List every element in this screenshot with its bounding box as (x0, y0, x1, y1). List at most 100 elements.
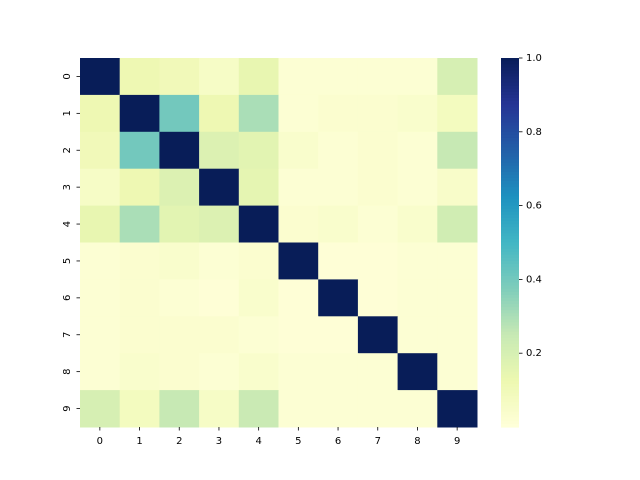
colorbar-tick-label: 0.4 (526, 274, 542, 285)
heatmap-cell-7-7 (357, 316, 399, 354)
colorbar-gradient-segment (501, 73, 519, 78)
heatmap-cell-6-3 (199, 279, 240, 317)
colorbar-gradient-segment (501, 134, 519, 139)
heatmap-cell-7-2 (159, 316, 200, 354)
y-tick-label-6: 6 (62, 295, 73, 301)
colorbar-gradient-segment (501, 220, 519, 225)
colorbar-gradient-segment (501, 267, 519, 271)
x-tick-label-0: 0 (97, 436, 103, 447)
heatmap-cell-3-9 (437, 168, 478, 207)
colorbar-gradient-segment (501, 270, 519, 274)
heatmap-cell-9-5 (278, 390, 319, 428)
colorbar-gradient-segment (501, 359, 519, 364)
colorbar-gradient-segment (501, 156, 519, 161)
colorbar-tick-label: 1.0 (526, 53, 542, 64)
heatmap-cell-1-9 (437, 94, 478, 133)
x-tick-label-5: 5 (295, 436, 301, 447)
colorbar-tick-label: 0.8 (526, 127, 542, 138)
heatmap-cell-8-2 (159, 353, 200, 391)
colorbar-gradient-segment (501, 350, 519, 354)
heatmap-cell-7-4 (238, 316, 279, 354)
colorbar-gradient-segment (501, 264, 519, 268)
colorbar-gradient-segment (501, 205, 519, 210)
heatmap-cell-5-0 (80, 242, 121, 280)
heatmap-cell-0-7 (357, 58, 399, 96)
y-tick-label-5: 5 (62, 258, 73, 264)
colorbar-gradient-segment (501, 343, 519, 348)
colorbar-gradient-segment (501, 322, 519, 327)
colorbar-gradient-segment (501, 297, 519, 302)
colorbar: 1.0 0.8 0.6 0.4 0.2 (501, 53, 542, 428)
heatmap-cell-1-5 (278, 94, 319, 133)
colorbar-gradient-segment (501, 307, 519, 311)
heatmap-cell-0-1 (119, 58, 160, 96)
x-tick-label-1: 1 (136, 436, 142, 447)
heatmap-cell-4-6 (318, 205, 359, 243)
colorbar-gradient-segment (501, 254, 519, 259)
x-tick-label-7: 7 (375, 436, 381, 447)
colorbar-tick-label: 0.6 (526, 201, 542, 212)
heatmap-cell-8-4 (238, 353, 279, 391)
colorbar-gradient-segment (501, 153, 519, 157)
heatmap-cell-1-8 (397, 94, 438, 133)
colorbar-gradient-segment (501, 294, 519, 299)
heatmap-cell-8-5 (278, 353, 319, 391)
colorbar-gradient-segment (501, 224, 519, 228)
colorbar-gradient-segment (501, 104, 519, 108)
colorbar-gradient-segment (501, 174, 519, 179)
colorbar-gradient-segment (501, 119, 519, 124)
colorbar-gradient-segment (501, 67, 519, 71)
colorbar-gradient-segment (501, 319, 519, 324)
x-tick-label-2: 2 (176, 436, 182, 447)
colorbar-gradient-segment (501, 137, 519, 142)
y-tick-label-1: 1 (62, 110, 73, 116)
heatmap-cell-8-3 (199, 353, 240, 391)
colorbar-gradient-segment (501, 233, 519, 237)
colorbar-gradient-segment (501, 64, 519, 68)
heatmap-cell-1-3 (199, 94, 240, 133)
colorbar-gradient-segment (501, 88, 519, 93)
heatmap-cell-7-9 (437, 316, 478, 354)
colorbar-gradient-segment (501, 214, 519, 219)
heatmap-cell-2-4 (238, 131, 279, 170)
colorbar-gradient-segment (501, 399, 519, 403)
heatmap-cell-2-2 (159, 131, 200, 170)
colorbar-gradient-segment (501, 387, 519, 391)
colorbar-gradient-segment (501, 97, 519, 102)
colorbar-gradient-segment (501, 76, 519, 81)
colorbar-gradient-segment (501, 288, 519, 293)
heatmap-cell-3-0 (80, 168, 121, 207)
heatmap-cell-6-4 (238, 279, 279, 317)
heatmap-cell-5-9 (437, 242, 478, 280)
colorbar-gradient-segment (501, 181, 519, 185)
colorbar-gradient-segment (501, 110, 519, 114)
heatmap-cell-6-9 (437, 279, 478, 317)
heatmap-cell-5-5 (278, 242, 319, 280)
colorbar-gradient-segment (501, 177, 519, 182)
heatmap-cell-6-5 (278, 279, 319, 317)
heatmap-cell-9-2 (159, 390, 200, 428)
heatmap-cell-2-3 (199, 131, 240, 170)
colorbar-gradient-segment (501, 260, 519, 265)
colorbar-gradient-segment (501, 230, 519, 234)
colorbar-gradient-segment (501, 171, 519, 176)
heatmap-cell-5-2 (159, 242, 200, 280)
heatmap-cell-2-5 (278, 131, 319, 170)
colorbar-gradient-segment (501, 417, 519, 422)
colorbar-gradient-segment (501, 239, 519, 244)
heatmap-cell-3-7 (357, 168, 399, 207)
colorbar-gradient-segment (501, 125, 519, 130)
colorbar-gradient-segment (501, 82, 519, 87)
colorbar-gradient-segment (501, 328, 519, 333)
heatmap-cell-9-9 (437, 390, 478, 428)
colorbar-gradient-segment (501, 300, 519, 305)
colorbar-gradient-segment (501, 193, 519, 197)
colorbar-gradient-segment (501, 159, 519, 164)
colorbar-gradient-segment (501, 187, 519, 191)
heatmap-cell-8-6 (318, 353, 359, 391)
colorbar-gradient-segment (501, 208, 519, 213)
colorbar-gradient-segment (501, 150, 519, 154)
x-axis-ticks: 0 1 2 3 4 5 6 7 8 9 (97, 427, 460, 447)
y-tick-label-2: 2 (62, 147, 73, 153)
heatmap-cell-5-1 (119, 242, 160, 280)
